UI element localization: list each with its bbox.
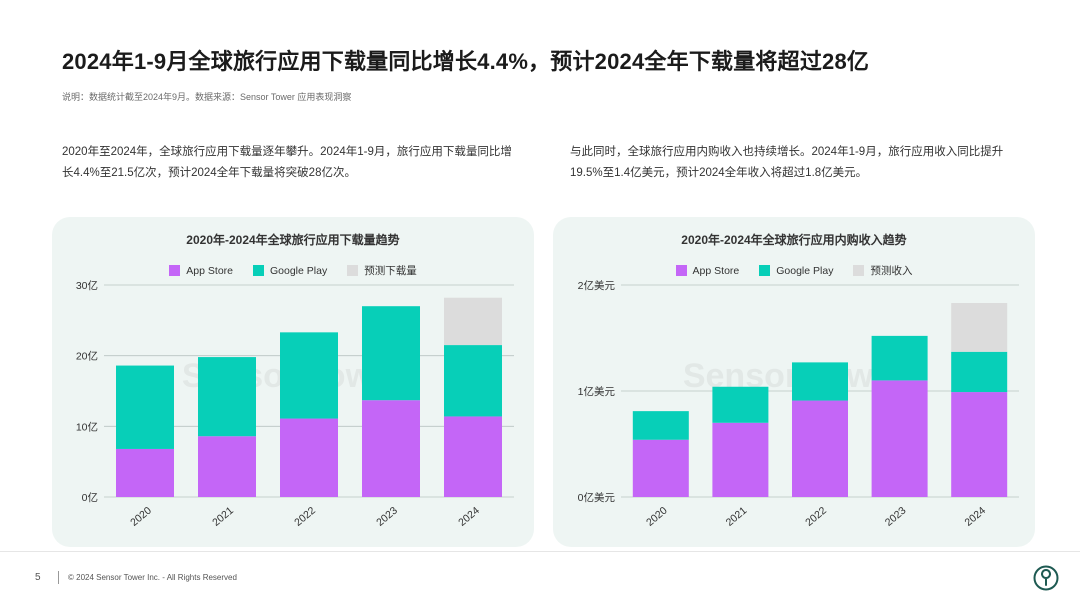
legend-swatch-app-store: [169, 265, 181, 276]
y-tick-label: 10亿: [76, 420, 98, 433]
bar-app-store: [871, 380, 928, 497]
legend-swatch-forecast: [347, 265, 359, 276]
x-tick-label: 2021: [724, 504, 750, 528]
bar-app-store: [632, 439, 689, 497]
bar-app-store: [362, 400, 420, 497]
bar-google-play: [632, 411, 689, 440]
bar-google-play: [951, 351, 1008, 393]
downloads-chart-title: 2020年-2024年全球旅行应用下载量趋势: [186, 233, 400, 247]
legend-label-google-play: Google Play: [776, 264, 834, 277]
legend-label-google-play: Google Play: [270, 264, 328, 277]
legend-label-forecast: 预测下载量: [364, 265, 417, 277]
bar-google-play: [871, 335, 928, 381]
revenue-chart-title: 2020年-2024年全球旅行应用内购收入趋势: [681, 233, 907, 247]
x-tick-label: 2022: [292, 504, 318, 528]
bar-forecast: [444, 297, 502, 346]
y-tick-label: 0亿: [82, 491, 98, 504]
bar-forecast: [951, 303, 1008, 352]
bar-google-play: [362, 306, 420, 401]
bar-app-store: [444, 416, 502, 497]
sensor-tower-logo-icon: [1033, 565, 1059, 591]
x-tick-label: 2024: [456, 504, 482, 528]
revenue-chart-plot: 0亿美元 1亿美元 2亿美元 2020 2021 2022 2023 2024: [578, 279, 1019, 529]
bar-app-store: [792, 400, 848, 497]
legend-swatch-google-play: [759, 265, 771, 276]
downloads-legend: App Store Google Play 预测下载量: [52, 263, 534, 278]
source-note: 说明：数据统计截至2024年9月。数据来源：Sensor Tower 应用表现洞…: [62, 92, 352, 102]
copyright-text: © 2024 Sensor Tower Inc. - All Rights Re…: [68, 573, 237, 582]
bar-app-store: [280, 418, 338, 497]
page-title: 2024年1-9月全球旅行应用下载量同比增长4.4%，预计2024全年下载量将超…: [62, 49, 870, 74]
legend-item-forecast: 预测下载量: [347, 263, 417, 278]
page-number: 5: [35, 572, 41, 583]
legend-swatch-forecast: [853, 265, 865, 276]
bar-google-play: [444, 345, 502, 417]
x-tick-label: 2020: [128, 504, 154, 528]
y-tick-label: 0亿美元: [578, 491, 616, 504]
bar-app-store: [712, 422, 769, 497]
bar-app-store: [951, 392, 1008, 497]
y-tick-label: 30亿: [76, 279, 98, 292]
x-tick-label: 2024: [962, 504, 988, 528]
revenue-paragraph: 与此同时，全球旅行应用内购收入也持续增长。2024年1-9月，旅行应用收入同比提…: [570, 146, 1004, 179]
bar-app-store: [116, 448, 174, 497]
legend-item-google-play: Google Play: [759, 263, 833, 278]
y-tick-label: 2亿美元: [578, 279, 616, 292]
bar-google-play: [116, 365, 174, 449]
downloads-chart-card: 2020年-2024年全球旅行应用下载量趋势 App Store Google …: [52, 217, 534, 547]
x-tick-label: 2022: [803, 504, 829, 528]
downloads-paragraph: 2020年至2024年，全球旅行应用下载量逐年攀升。2024年1-9月，旅行应用…: [62, 146, 512, 179]
revenue-legend: App Store Google Play 预测收入: [553, 263, 1035, 278]
y-tick-label: 20亿: [76, 350, 98, 363]
legend-item-app-store: App Store: [169, 263, 233, 278]
legend-item-app-store: App Store: [675, 263, 740, 278]
x-tick-label: 2023: [883, 504, 909, 528]
legend-label-app-store: App Store: [692, 264, 740, 277]
footer-divider: [0, 551, 1080, 552]
downloads-chart-plot: 0亿 10亿 20亿 30亿 2020 2021 2022 2023 2024: [76, 279, 514, 529]
x-tick-label: 2020: [644, 504, 670, 528]
y-tick-label: 1亿美元: [578, 385, 616, 398]
bar-google-play: [792, 362, 848, 401]
bar-google-play: [198, 357, 256, 437]
legend-label-app-store: App Store: [186, 264, 233, 277]
x-tick-label: 2023: [374, 504, 400, 528]
legend-item-forecast: 预测收入: [853, 263, 912, 278]
bar-google-play: [712, 386, 769, 423]
legend-swatch-google-play: [253, 265, 264, 276]
legend-item-google-play: Google Play: [253, 263, 327, 278]
bar-app-store: [198, 436, 256, 497]
legend-label-forecast: 预测收入: [870, 265, 913, 277]
revenue-chart-card: 2020年-2024年全球旅行应用内购收入趋势 App Store Google…: [553, 217, 1035, 547]
bar-google-play: [280, 332, 338, 419]
footer-separator: [58, 571, 59, 584]
legend-swatch-app-store: [675, 265, 687, 276]
x-tick-label: 2021: [210, 504, 236, 528]
